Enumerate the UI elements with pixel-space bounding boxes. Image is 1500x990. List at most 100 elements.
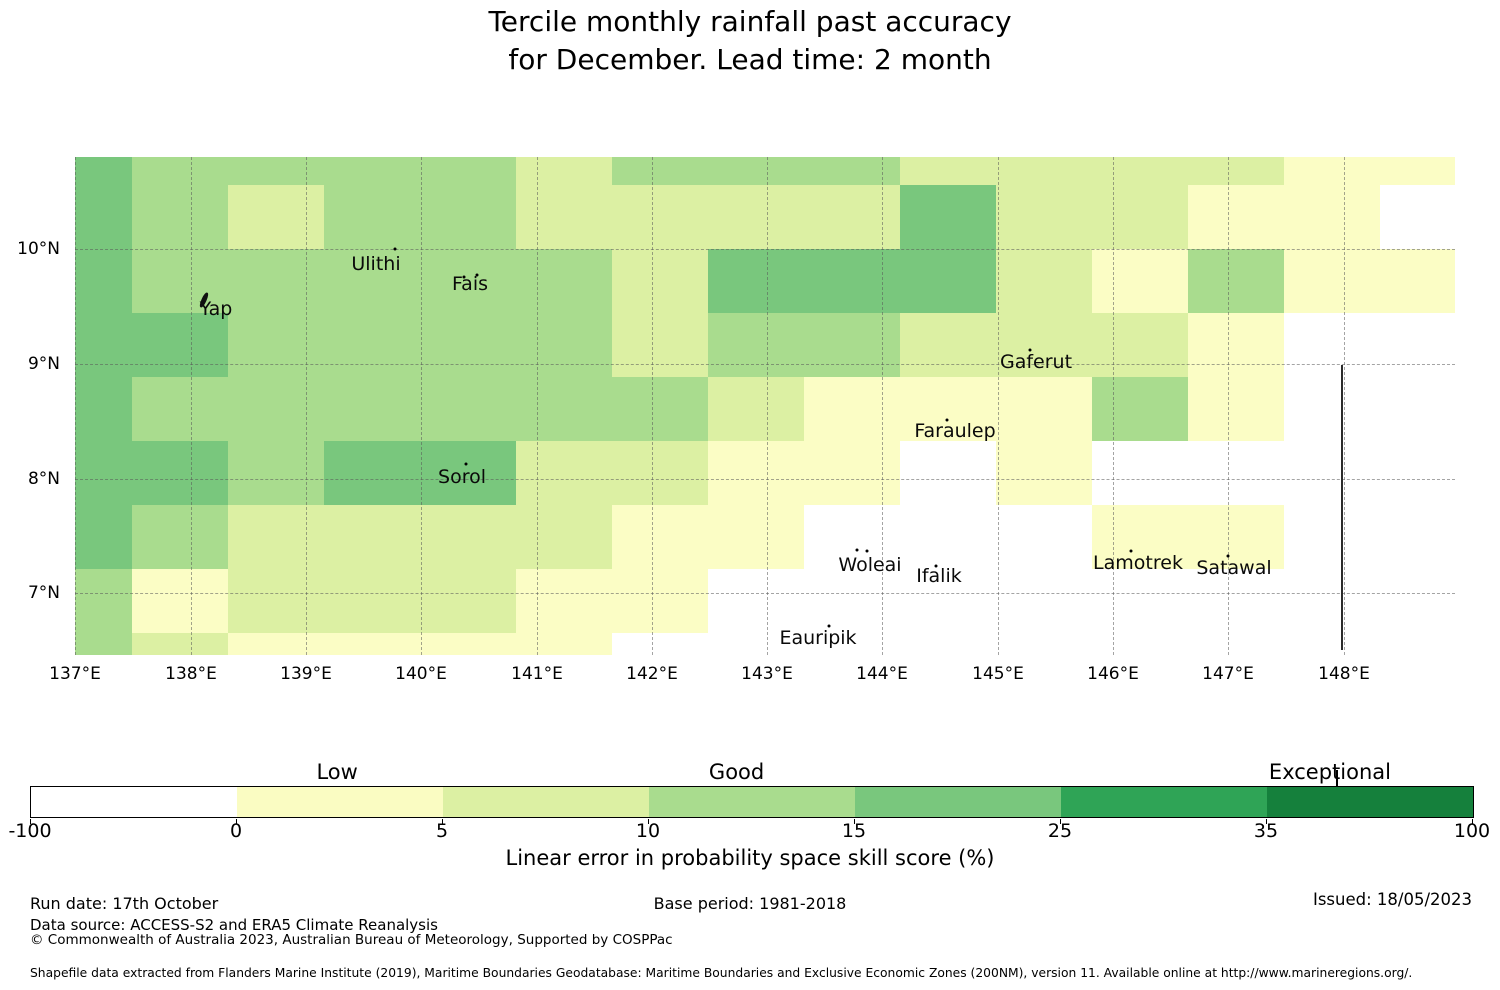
map-cell — [1092, 249, 1188, 313]
map-cell — [516, 569, 612, 633]
y-tick-label: 10°N — [17, 239, 60, 259]
map-cell — [75, 157, 132, 185]
map-cell — [324, 569, 420, 633]
x-tick-label: 141°E — [511, 664, 563, 684]
map-cell — [1092, 505, 1188, 569]
colorbar-category-exceptional: Exceptional — [1268, 760, 1391, 784]
island-label-ulithi: Ulithi — [351, 253, 401, 275]
colorbar-tick — [236, 819, 237, 824]
maritime-boundary-line — [1341, 365, 1343, 650]
map-cell — [1380, 249, 1455, 313]
map-cell — [516, 441, 612, 505]
colorbar-segment — [855, 787, 1061, 817]
island-marker — [475, 273, 479, 277]
map-cell — [132, 569, 228, 633]
map-cell — [516, 185, 612, 249]
chart-title-line1: Tercile monthly rainfall past accuracy — [488, 5, 1012, 38]
colorbar-tick-label: 15 — [841, 820, 867, 842]
colorbar-axis-label: Linear error in probability space skill … — [505, 846, 995, 870]
map-cell — [1092, 313, 1188, 377]
longitude-gridline — [1228, 157, 1229, 655]
map-cell — [612, 505, 708, 569]
y-tick-label: 8°N — [27, 469, 60, 489]
longitude-gridline — [882, 157, 883, 655]
colorbar-tick-label: 25 — [1047, 820, 1073, 842]
copyright-text: © Commonwealth of Australia 2023, Austra… — [30, 932, 673, 948]
island-marker — [1226, 554, 1230, 558]
map-cell — [516, 633, 612, 655]
colorbar-tick — [1266, 819, 1267, 824]
y-tick-label: 9°N — [27, 354, 60, 374]
colorbar-segment — [237, 787, 443, 817]
map-cell — [996, 157, 1092, 185]
map-cell — [324, 441, 420, 505]
map-cell — [132, 157, 228, 185]
island-marker — [934, 564, 938, 568]
map-cell — [75, 569, 132, 633]
colorbar-segment — [1061, 787, 1267, 817]
latitude-gridline — [75, 249, 1455, 250]
map-cell — [612, 185, 708, 249]
map-cell — [1188, 377, 1284, 441]
map-cell — [804, 157, 900, 185]
map-cell — [420, 157, 516, 185]
longitude-gridline — [652, 157, 653, 655]
map-cell — [804, 377, 900, 441]
map-cell — [132, 441, 228, 505]
shapefile-disclaimer-text: Shapefile data extracted from Flanders M… — [30, 966, 1413, 980]
map-cell — [900, 249, 996, 313]
colorbar-category-low: Low — [316, 760, 358, 784]
map-cell — [132, 185, 228, 249]
map-cell — [612, 377, 708, 441]
map-cell — [996, 185, 1092, 249]
map-cell — [996, 313, 1092, 377]
colorbar-segment — [443, 787, 649, 817]
island-marker — [865, 549, 869, 553]
colorbar-segment — [649, 787, 855, 817]
map-cell — [804, 313, 900, 377]
rainfall-accuracy-heatmap: Yap Ulithi Fais Gaferut Faraulep Sorol Woleai I… — [75, 157, 1455, 655]
map-cell — [612, 313, 708, 377]
colorbar-tick-label: 5 — [435, 820, 449, 842]
map-cell — [75, 633, 132, 655]
map-cell — [1284, 185, 1380, 249]
map-cell — [75, 441, 132, 505]
island-marker — [1129, 549, 1133, 553]
colorbar-segment — [31, 787, 237, 817]
map-cell — [1092, 185, 1188, 249]
map-cell — [75, 313, 132, 377]
island-label-yap: Yap — [199, 298, 233, 320]
map-cell — [324, 633, 420, 655]
longitude-gridline — [537, 157, 538, 655]
map-cell — [708, 157, 804, 185]
map-cell — [804, 441, 900, 505]
data-source-text: Data source: ACCESS-S2 and ERA5 Climate … — [30, 916, 438, 934]
x-tick-label: 140°E — [395, 664, 447, 684]
map-cell — [228, 377, 324, 441]
map-cell — [420, 505, 516, 569]
map-cell — [804, 249, 900, 313]
island-label-gaferut: Gaferut — [999, 351, 1073, 373]
longitude-gridline — [1344, 157, 1345, 655]
map-cell — [516, 377, 612, 441]
map-cell — [228, 249, 324, 313]
map-cell — [612, 249, 708, 313]
colorbar-tick-label: 0 — [229, 820, 243, 842]
map-cell — [228, 441, 324, 505]
colorbar-tick-label: 10 — [635, 820, 661, 842]
map-cell — [420, 313, 516, 377]
x-tick-label: 144°E — [856, 664, 908, 684]
x-tick-label: 143°E — [741, 664, 793, 684]
map-cell — [1188, 249, 1284, 313]
colorbar-tick — [854, 819, 855, 824]
colorbar-tick — [30, 819, 31, 824]
x-tick-label: 148°E — [1318, 664, 1370, 684]
island-marker — [464, 462, 468, 466]
island-label-eauripik: Eauripik — [779, 627, 857, 649]
island-label-satawal: Satawal — [1196, 557, 1272, 579]
map-cell — [612, 157, 708, 185]
map-cell — [996, 377, 1092, 441]
run-date-text: Run date: 17th October — [30, 894, 219, 913]
island-marker — [1028, 348, 1032, 352]
colorbar-tick — [1472, 819, 1473, 824]
